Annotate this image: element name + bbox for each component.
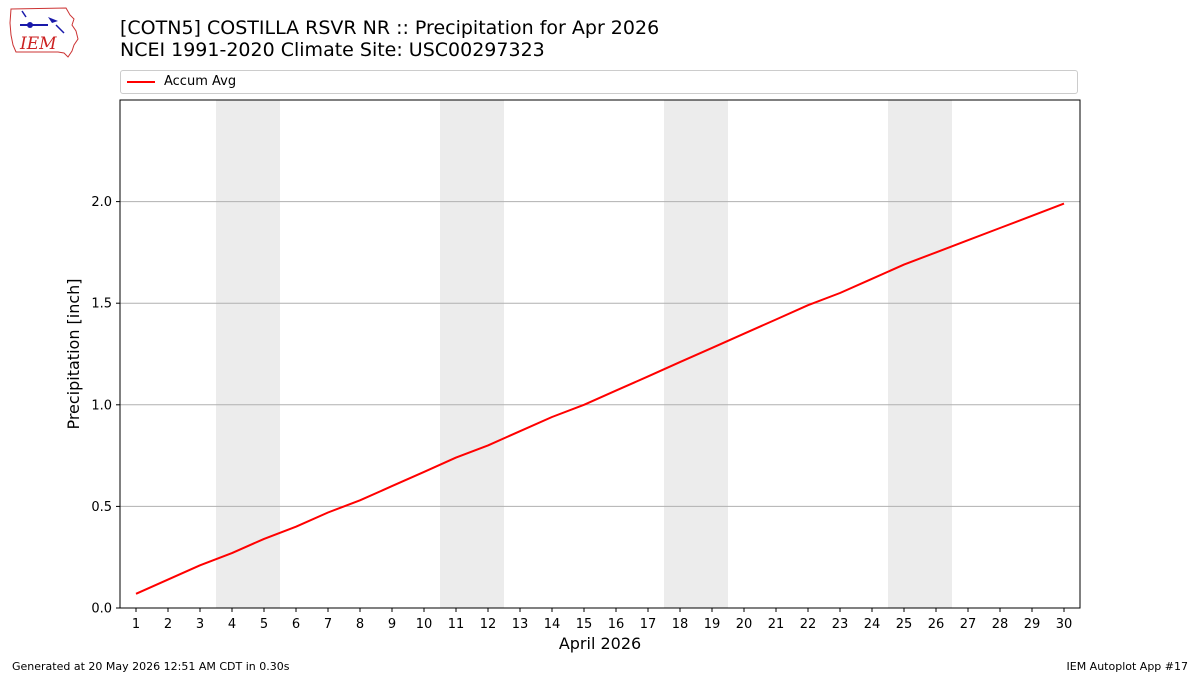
x-tick-label: 7 [324, 617, 332, 632]
x-tick-label: 2 [164, 617, 172, 632]
x-tick-label: 17 [640, 617, 657, 632]
x-tick-label: 8 [356, 617, 364, 632]
x-axis: 1 2 3 4 5 6 7 8 9 10 11 12 13 14 15 16 17 18 19 20 21 22 23 24 2… [132, 608, 1072, 632]
y-tick-label: 0.0 [91, 602, 112, 617]
chart-title: [COTN5] COSTILLA RSVR NR :: Precipitatio… [120, 17, 659, 61]
plot-frame [119, 99, 1081, 609]
weekend-band [888, 100, 952, 608]
x-tick-label: 4 [228, 617, 236, 632]
y-axis-label: Precipitation [inch] [64, 278, 83, 429]
legend-swatch [127, 81, 155, 83]
x-tick-label: 23 [832, 617, 849, 632]
weekend-bands [216, 100, 952, 608]
iem-logo-icon: IEM [8, 5, 80, 59]
y-tick-label: 1.0 [91, 398, 112, 413]
y-tick-label: 1.5 [91, 297, 112, 312]
x-tick-label: 12 [480, 617, 497, 632]
x-tick-label: 30 [1056, 617, 1073, 632]
x-tick-label: 21 [768, 617, 785, 632]
x-tick-label: 22 [800, 617, 817, 632]
x-tick-label: 18 [672, 617, 689, 632]
footer-app: IEM Autoplot App #17 [1066, 660, 1189, 673]
x-tick-label: 6 [292, 617, 300, 632]
legend-label: Accum Avg [164, 74, 237, 89]
x-tick-label: 29 [1024, 617, 1041, 632]
title-line-2: NCEI 1991-2020 Climate Site: USC00297323 [120, 39, 545, 61]
x-tick-label: 1 [132, 617, 140, 632]
x-tick-label: 27 [960, 617, 977, 632]
legend: Accum Avg [120, 70, 1078, 94]
x-tick-label: 25 [896, 617, 913, 632]
x-tick-label: 11 [448, 617, 465, 632]
x-tick-label: 15 [576, 617, 593, 632]
x-tick-label: 20 [736, 617, 753, 632]
x-axis-label: April 2026 [559, 634, 641, 653]
x-tick-label: 13 [512, 617, 529, 632]
y-tick-label: 2.0 [91, 195, 112, 210]
x-tick-label: 14 [544, 617, 561, 632]
x-tick-label: 19 [704, 617, 721, 632]
y-axis: 0.0 0.5 1.0 1.5 2.0 [91, 195, 120, 617]
x-tick-label: 5 [260, 617, 268, 632]
x-tick-label: 28 [992, 617, 1009, 632]
series-group [135, 202, 1065, 595]
x-tick-label: 26 [928, 617, 945, 632]
x-tick-label: 10 [416, 617, 433, 632]
x-tick-label: 16 [608, 617, 625, 632]
weekend-band [440, 100, 504, 608]
title-line-1: [COTN5] COSTILLA RSVR NR :: Precipitatio… [120, 17, 660, 39]
logo-text: IEM [19, 34, 57, 54]
x-tick-label: 24 [864, 617, 881, 632]
footer-generated: Generated at 20 May 2026 12:51 AM CDT in… [12, 660, 290, 673]
weekend-band [216, 100, 280, 608]
y-tick-label: 0.5 [91, 500, 112, 515]
series-line-accum-avg [135, 202, 1065, 595]
x-tick-label: 3 [196, 617, 204, 632]
x-tick-label: 9 [388, 617, 396, 632]
